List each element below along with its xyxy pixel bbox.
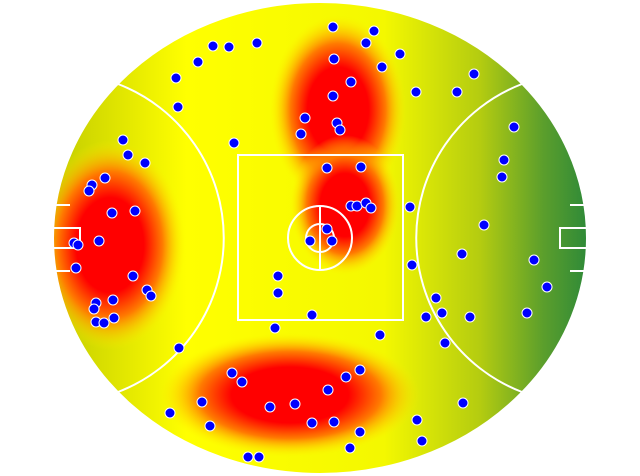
point [368, 25, 380, 37]
point [223, 41, 235, 53]
point [106, 207, 118, 219]
point [360, 37, 372, 49]
point [411, 414, 423, 426]
point [451, 86, 463, 98]
point [376, 61, 388, 73]
point [122, 149, 134, 161]
point [420, 311, 432, 323]
point [127, 270, 139, 282]
point [172, 101, 184, 113]
point [139, 157, 151, 169]
point [351, 200, 363, 212]
point [354, 426, 366, 438]
points [68, 21, 553, 463]
point [410, 86, 422, 98]
point [228, 137, 240, 149]
point [334, 124, 346, 136]
point [541, 281, 553, 293]
point [253, 451, 265, 463]
point [354, 364, 366, 376]
point [496, 171, 508, 183]
point [457, 397, 469, 409]
point [264, 401, 276, 413]
point [99, 172, 111, 184]
point [196, 396, 208, 408]
point [107, 294, 119, 306]
point [468, 68, 480, 80]
point [521, 307, 533, 319]
point [72, 239, 84, 251]
point [498, 154, 510, 166]
point [98, 317, 110, 329]
point [207, 40, 219, 52]
point [306, 309, 318, 321]
point [456, 248, 468, 260]
point [328, 53, 340, 65]
point [321, 162, 333, 174]
point [327, 90, 339, 102]
point [272, 270, 284, 282]
point [340, 371, 352, 383]
point [242, 451, 254, 463]
point [108, 312, 120, 324]
point [289, 398, 301, 410]
point [226, 367, 238, 379]
point [439, 337, 451, 349]
point [327, 21, 339, 33]
point [328, 416, 340, 428]
point [374, 329, 386, 341]
point [478, 219, 490, 231]
point [322, 384, 334, 396]
point [430, 292, 442, 304]
point [355, 161, 367, 173]
point [406, 259, 418, 271]
point [251, 37, 263, 49]
point [192, 56, 204, 68]
point [365, 202, 377, 214]
point [404, 201, 416, 213]
point [170, 72, 182, 84]
point [416, 435, 428, 447]
point [295, 128, 307, 140]
point [344, 442, 356, 454]
point [145, 290, 157, 302]
point [345, 76, 357, 88]
point [173, 342, 185, 354]
point [321, 223, 333, 235]
point [508, 121, 520, 133]
point [70, 262, 82, 274]
point [306, 417, 318, 429]
point [83, 185, 95, 197]
point [88, 303, 100, 315]
point [326, 235, 338, 247]
point [269, 322, 281, 334]
point [299, 112, 311, 124]
point [129, 205, 141, 217]
point [236, 376, 248, 388]
point [394, 48, 406, 60]
point [164, 407, 176, 419]
point [93, 235, 105, 247]
point [528, 254, 540, 266]
point [117, 134, 129, 146]
point [272, 287, 284, 299]
point [204, 420, 216, 432]
point [304, 235, 316, 247]
point [464, 311, 476, 323]
point [436, 307, 448, 319]
